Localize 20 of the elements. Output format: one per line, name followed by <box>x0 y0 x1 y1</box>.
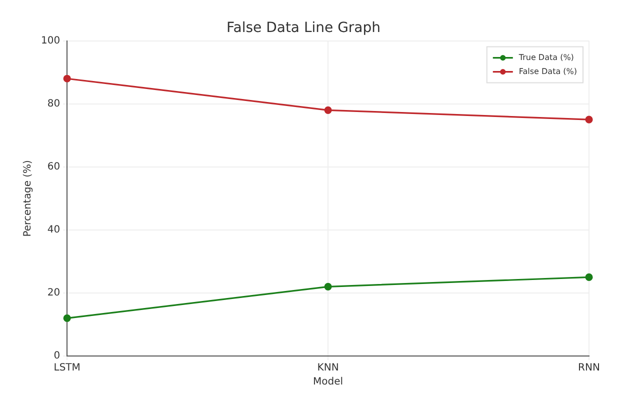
chart-title: False Data Line Graph <box>226 20 381 36</box>
point <box>585 273 593 281</box>
point <box>585 116 593 124</box>
x-tick-label: LSTM <box>54 362 80 374</box>
y-tick-label: 40 <box>47 224 60 236</box>
x-axis-title: Model <box>313 376 344 388</box>
y-tick-label: 100 <box>40 35 60 46</box>
x-tick-label: KNN <box>317 362 339 374</box>
y-tick-label: 20 <box>47 288 60 299</box>
y-tick-label: 60 <box>47 161 60 172</box>
point <box>63 74 71 82</box>
y-axis-title: Percentage (%) <box>22 160 34 237</box>
legend-label: False Data (%) <box>518 66 578 76</box>
point <box>324 282 332 290</box>
point <box>63 314 71 322</box>
y-tick-label: 0 <box>54 350 60 362</box>
legend-label: True Data (%) <box>518 52 574 62</box>
x-tick-label: RNN <box>578 362 600 374</box>
y-tick-label: 80 <box>47 98 60 110</box>
point <box>324 106 332 114</box>
